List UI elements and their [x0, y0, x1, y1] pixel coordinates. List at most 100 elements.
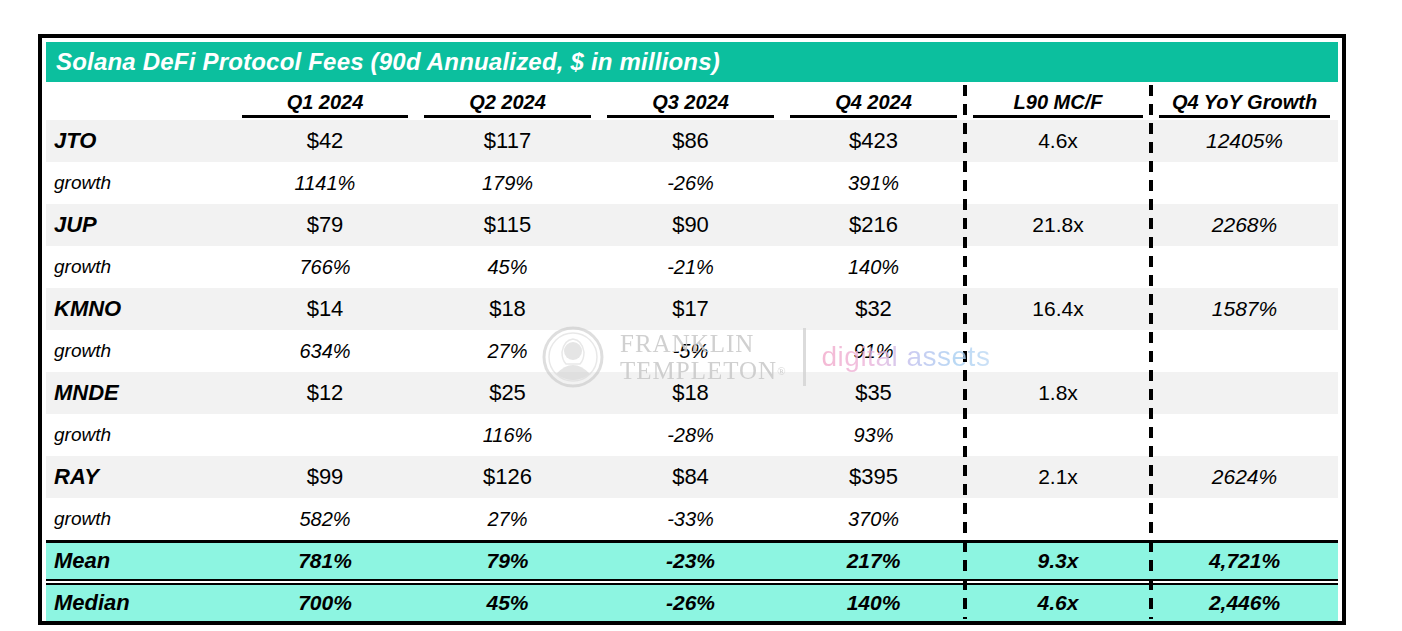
growth-value-cell: 634%	[234, 330, 416, 372]
yoy-value-cell: 2268%	[1151, 204, 1338, 246]
growth-value-cell: -33%	[599, 498, 782, 540]
empty-cell	[1151, 246, 1338, 288]
empty-cell	[965, 330, 1151, 372]
col-header-q1: Q1 2024	[234, 84, 416, 120]
growth-value-cell: 91%	[782, 330, 965, 372]
table-row-jto-growth: growth 1141% 179% -26% 391%	[46, 162, 1338, 204]
yoy-value-cell	[1151, 372, 1338, 414]
growth-value-cell: 93%	[782, 414, 965, 456]
table-row-ray: RAY $99 $126 $84 $395 2.1x 2624%	[46, 456, 1338, 498]
header-row: Q1 2024 Q2 2024 Q3 2024 Q4 2024 L90 MC/F…	[46, 84, 1338, 120]
table-row-kmno-growth: growth 634% 27% -5% 91%	[46, 330, 1338, 372]
fee-value-cell: $117	[416, 120, 599, 162]
summary-value-cell: 2,446%	[1151, 583, 1338, 621]
mcf-value-cell: 16.4x	[965, 288, 1151, 330]
summary-value-cell: 9.3x	[965, 540, 1151, 581]
summary-value-cell: -23%	[599, 540, 782, 581]
growth-value-cell: 766%	[234, 246, 416, 288]
table-row-mnde-growth: growth 116% -28% 93%	[46, 414, 1338, 456]
summary-value-cell: 4,721%	[1151, 540, 1338, 581]
growth-label-cell: growth	[46, 330, 234, 372]
summary-name-cell: Mean	[46, 540, 234, 581]
fee-value-cell: $32	[782, 288, 965, 330]
col-header-q3: Q3 2024	[599, 84, 782, 120]
fee-value-cell: $18	[599, 372, 782, 414]
fee-value-cell: $14	[234, 288, 416, 330]
growth-label-cell: growth	[46, 162, 234, 204]
summary-value-cell: 45%	[416, 583, 599, 621]
growth-label-cell: growth	[46, 246, 234, 288]
protocol-name-cell: JTO	[46, 120, 234, 162]
growth-value-cell: 140%	[782, 246, 965, 288]
summary-value-cell: 700%	[234, 583, 416, 621]
dashed-column-separator	[1149, 85, 1153, 619]
empty-cell	[965, 246, 1151, 288]
mcf-value-cell: 4.6x	[965, 120, 1151, 162]
fee-value-cell: $42	[234, 120, 416, 162]
empty-cell	[1151, 414, 1338, 456]
table-title-bar: Solana DeFi Protocol Fees (90d Annualize…	[46, 42, 1338, 82]
growth-value-cell: 370%	[782, 498, 965, 540]
mcf-value-cell: 2.1x	[965, 456, 1151, 498]
table-row-ray-growth: growth 582% 27% -33% 370%	[46, 498, 1338, 540]
growth-value-cell: 27%	[416, 330, 599, 372]
summary-row-mean: Mean 781% 79% -23% 217% 9.3x 4,721%	[46, 540, 1338, 581]
growth-value-cell: -5%	[599, 330, 782, 372]
fee-value-cell: $79	[234, 204, 416, 246]
fee-value-cell: $126	[416, 456, 599, 498]
protocol-name-cell: MNDE	[46, 372, 234, 414]
growth-value-cell: 179%	[416, 162, 599, 204]
fee-value-cell: $99	[234, 456, 416, 498]
table-row-mnde: MNDE $12 $25 $18 $35 1.8x	[46, 372, 1338, 414]
table-title: Solana DeFi Protocol Fees (90d Annualize…	[56, 48, 720, 75]
growth-value-cell: 391%	[782, 162, 965, 204]
table-row-jup: JUP $79 $115 $90 $216 21.8x 2268%	[46, 204, 1338, 246]
growth-label-cell: growth	[46, 498, 234, 540]
growth-value-cell: -26%	[599, 162, 782, 204]
summary-row-median: Median 700% 45% -26% 140% 4.6x 2,446%	[46, 583, 1338, 621]
table-row-jto: JTO $42 $117 $86 $423 4.6x 12405%	[46, 120, 1338, 162]
summary-value-cell: 217%	[782, 540, 965, 581]
fee-value-cell: $35	[782, 372, 965, 414]
summary-value-cell: 781%	[234, 540, 416, 581]
protocol-name-cell: JUP	[46, 204, 234, 246]
col-header-q4: Q4 2024	[782, 84, 965, 120]
summary-name-cell: Median	[46, 583, 234, 621]
mcf-value-cell: 21.8x	[965, 204, 1151, 246]
empty-cell	[965, 414, 1151, 456]
empty-cell	[965, 498, 1151, 540]
empty-cell	[1151, 498, 1338, 540]
growth-value-cell: -21%	[599, 246, 782, 288]
fee-value-cell: $115	[416, 204, 599, 246]
protocol-name-cell: RAY	[46, 456, 234, 498]
growth-value-cell: 582%	[234, 498, 416, 540]
growth-value-cell: -28%	[599, 414, 782, 456]
fee-value-cell: $423	[782, 120, 965, 162]
yoy-value-cell: 2624%	[1151, 456, 1338, 498]
table-row-kmno: KMNO $14 $18 $17 $32 16.4x 1587%	[46, 288, 1338, 330]
fee-value-cell: $25	[416, 372, 599, 414]
fee-value-cell: $395	[782, 456, 965, 498]
empty-cell	[1151, 162, 1338, 204]
fee-value-cell: $216	[782, 204, 965, 246]
protocol-name-cell: KMNO	[46, 288, 234, 330]
fee-value-cell: $17	[599, 288, 782, 330]
fees-table: Q1 2024 Q2 2024 Q3 2024 Q4 2024 L90 MC/F…	[46, 84, 1338, 621]
growth-value-cell: 1141%	[234, 162, 416, 204]
summary-value-cell: 4.6x	[965, 583, 1151, 621]
fee-value-cell: $12	[234, 372, 416, 414]
summary-value-cell: 140%	[782, 583, 965, 621]
summary-value-cell: -26%	[599, 583, 782, 621]
fees-table-frame: Solana DeFi Protocol Fees (90d Annualize…	[38, 34, 1346, 625]
fee-value-cell: $90	[599, 204, 782, 246]
col-header-blank	[46, 84, 234, 120]
empty-cell	[965, 162, 1151, 204]
mcf-value-cell: 1.8x	[965, 372, 1151, 414]
col-header-q2: Q2 2024	[416, 84, 599, 120]
growth-label-cell: growth	[46, 414, 234, 456]
fee-value-cell: $84	[599, 456, 782, 498]
col-header-mcf: L90 MC/F	[965, 84, 1151, 120]
table-row-jup-growth: growth 766% 45% -21% 140%	[46, 246, 1338, 288]
empty-cell	[1151, 330, 1338, 372]
yoy-value-cell: 1587%	[1151, 288, 1338, 330]
